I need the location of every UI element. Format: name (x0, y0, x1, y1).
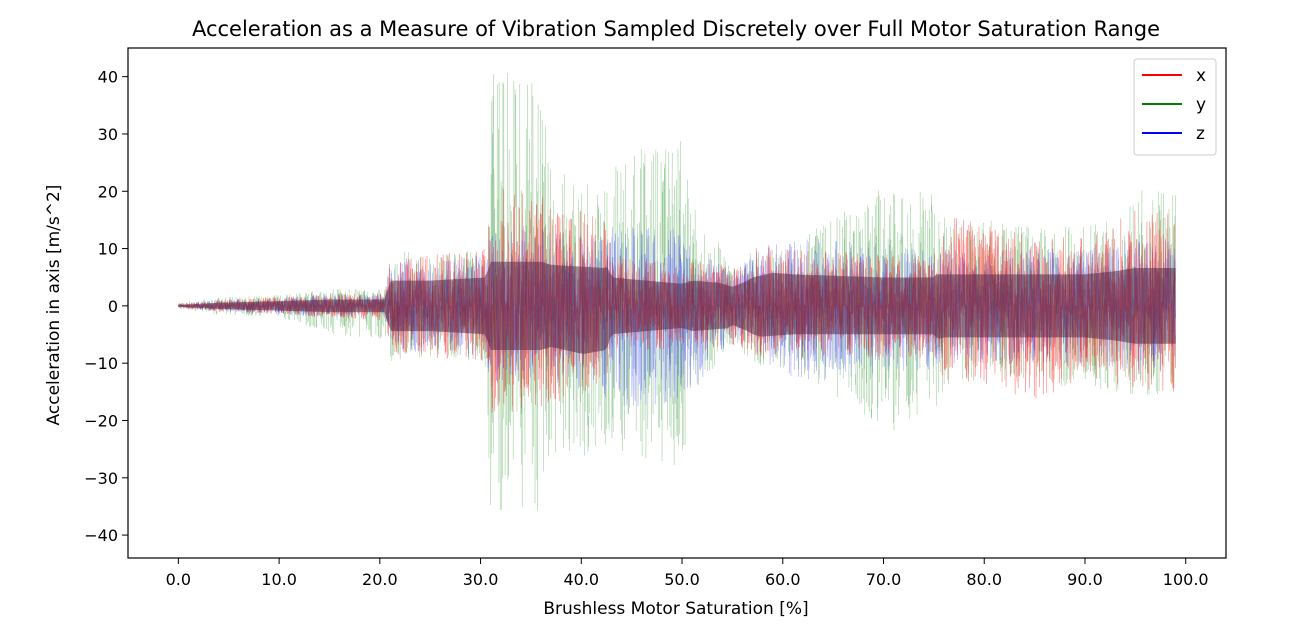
x-tick-label: 60.0 (765, 570, 801, 589)
overlap-core-band (178, 261, 1176, 354)
x-tick-label: 0.0 (166, 570, 191, 589)
y-tick-label: 0 (108, 297, 118, 316)
y-axis: 40 30 20 10 0 −10 −20 −30 −40 (84, 68, 128, 545)
x-tick-label: 50.0 (664, 570, 700, 589)
x-axis: 0.0 10.0 20.0 30.0 40.0 50.0 60.0 70.0 80.0 90.0 1… (166, 558, 1209, 589)
x-tick-label: 90.0 (1067, 570, 1103, 589)
x-tick-label: 80.0 (966, 570, 1002, 589)
y-tick-label: 20 (98, 182, 118, 201)
x-axis-label: Brushless Motor Saturation [%] (543, 599, 808, 619)
y-tick-label: −20 (84, 411, 118, 430)
y-tick-label: −40 (84, 526, 118, 545)
y-tick-label: −10 (84, 354, 118, 373)
x-tick-label: 100.0 (1163, 570, 1209, 589)
legend-label-z: z (1196, 124, 1205, 144)
y-tick-label: 40 (98, 68, 118, 87)
series-y-line (178, 72, 1176, 511)
legend-label-x: x (1196, 66, 1206, 86)
legend-label-y: y (1196, 95, 1206, 115)
series-layer (178, 72, 1176, 511)
x-tick-label: 10.0 (261, 570, 297, 589)
y-axis-label: Acceleration in axis [m/s^2] (44, 185, 64, 426)
x-tick-label: 40.0 (563, 570, 599, 589)
y-tick-label: 30 (98, 125, 118, 144)
plot-area (127, 47, 1227, 559)
y-tick-label: 10 (98, 240, 118, 259)
y-tick-label: −30 (84, 469, 118, 488)
x-tick-label: 70.0 (866, 570, 902, 589)
chart-title: Acceleration as a Measure of Vibration S… (192, 17, 1160, 41)
x-tick-label: 30.0 (463, 570, 499, 589)
x-tick-label: 20.0 (362, 570, 398, 589)
legend-box (1133, 58, 1217, 156)
plot-frame (127, 47, 1227, 559)
legend[interactable]: xyz (1133, 58, 1217, 156)
